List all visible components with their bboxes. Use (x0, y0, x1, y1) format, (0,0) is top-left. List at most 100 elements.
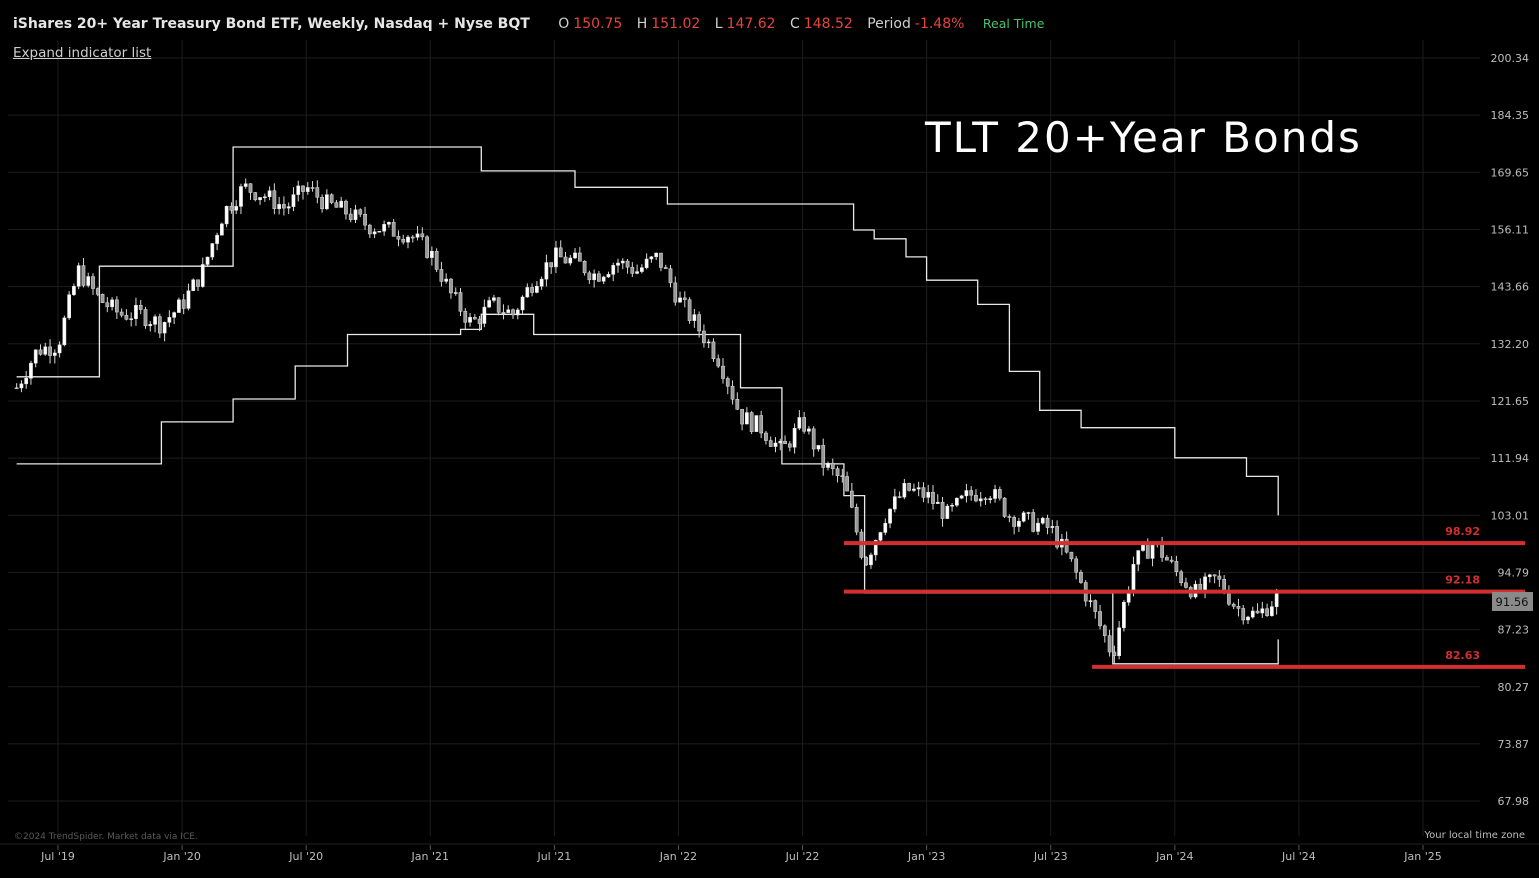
x-tick-label: Jan '20 (162, 850, 200, 863)
candle-body (735, 398, 740, 410)
candle-body (48, 346, 52, 356)
candle-body (807, 428, 811, 432)
candle-body (1169, 559, 1174, 562)
candle-body (372, 231, 377, 235)
timezone-note[interactable]: Your local time zone (1423, 830, 1525, 841)
candle-body (224, 205, 229, 225)
candle-body (830, 462, 835, 469)
candle-body (649, 256, 654, 260)
low-value: 147.62 (726, 16, 776, 32)
candle-body (873, 540, 878, 556)
expand-indicator-list-link[interactable]: Expand indicator list (13, 45, 152, 61)
candle-body (754, 415, 759, 432)
candle-body (449, 278, 453, 294)
candle-body (577, 252, 582, 262)
channel-upper-line (16, 146, 1279, 516)
level-label: 82.63 (1445, 649, 1480, 662)
candle-body (315, 187, 320, 198)
candle-body (663, 267, 668, 269)
candle-body (124, 314, 129, 320)
candle-body (148, 324, 153, 327)
candle-body (582, 260, 587, 274)
period-label: Period (867, 16, 911, 32)
candle-body (1265, 608, 1269, 616)
candle-body (888, 508, 892, 524)
x-tick-label: Jan '21 (411, 850, 449, 863)
chart-header: iShares 20+ Year Treasury Bond ETF, Week… (13, 16, 1044, 32)
candle-body (119, 311, 124, 316)
candle-body (420, 233, 425, 238)
candle-body (320, 197, 324, 210)
candle-body (592, 273, 596, 281)
candle-body (993, 489, 997, 499)
candle-body (157, 316, 162, 334)
candle-body (430, 250, 434, 258)
candle-body (659, 252, 663, 268)
candle-body (348, 213, 353, 220)
candle-body (725, 378, 730, 387)
candle-body (95, 288, 100, 295)
realtime-badge: Real Time (982, 16, 1045, 31)
candle-body (869, 554, 873, 566)
candle-body (134, 305, 138, 319)
candle-body (382, 224, 386, 232)
candle-body (558, 247, 563, 258)
x-tick-label: Jan '22 (659, 850, 697, 863)
candle-body (1246, 616, 1250, 621)
candle-body (783, 440, 787, 445)
candle-body (644, 258, 649, 268)
candle-body (248, 183, 253, 193)
candle-body (702, 330, 706, 344)
candle-body (19, 383, 24, 389)
candle-body (1174, 561, 1179, 573)
candle-body (167, 317, 172, 323)
candle-body (840, 475, 845, 477)
candle-body (978, 498, 983, 502)
candle-body (67, 294, 71, 319)
high-value: 151.02 (651, 16, 701, 32)
candle-body (177, 299, 181, 313)
candle-body (520, 296, 525, 311)
candle-body (897, 496, 902, 498)
candle-body (72, 286, 76, 295)
candle-body (816, 445, 821, 450)
candle-body (253, 192, 258, 201)
candle-body (974, 494, 978, 502)
candle-body (606, 274, 611, 278)
candle-body (100, 294, 105, 303)
candle-body (969, 490, 974, 496)
last-price-tag (1492, 592, 1533, 611)
candle-body (1064, 538, 1069, 553)
candle-body (1002, 497, 1007, 517)
candle-body (52, 352, 57, 356)
candle-body (153, 316, 157, 325)
candle-body (1141, 544, 1145, 551)
candle-body (640, 267, 644, 272)
candle-body (401, 238, 406, 243)
candle-body (792, 427, 797, 448)
candle-body (1012, 517, 1016, 527)
candle-body (162, 322, 167, 334)
candle-body (239, 186, 243, 207)
x-tick-label: Jan '23 (907, 850, 945, 863)
candle-body (1274, 592, 1279, 607)
candle-body (229, 205, 234, 211)
candle-body (964, 490, 969, 497)
candle-body (1079, 571, 1083, 583)
candle-body (76, 265, 81, 287)
support-resistance-levels[interactable]: 98.92 92.18 82.63 (843, 525, 1525, 669)
candle-body (864, 557, 869, 566)
candle-body (983, 498, 988, 501)
candle-body (143, 309, 148, 327)
period-value: -1.48% (914, 16, 965, 32)
candle-body (29, 362, 33, 379)
candle-body (472, 317, 477, 320)
candle-body (1055, 526, 1059, 548)
candle-body (482, 306, 487, 324)
candle-body (1165, 557, 1169, 561)
candle-body (81, 265, 86, 286)
close-value: 148.52 (803, 16, 853, 32)
candle-body (706, 341, 711, 344)
candle-body (463, 311, 468, 323)
